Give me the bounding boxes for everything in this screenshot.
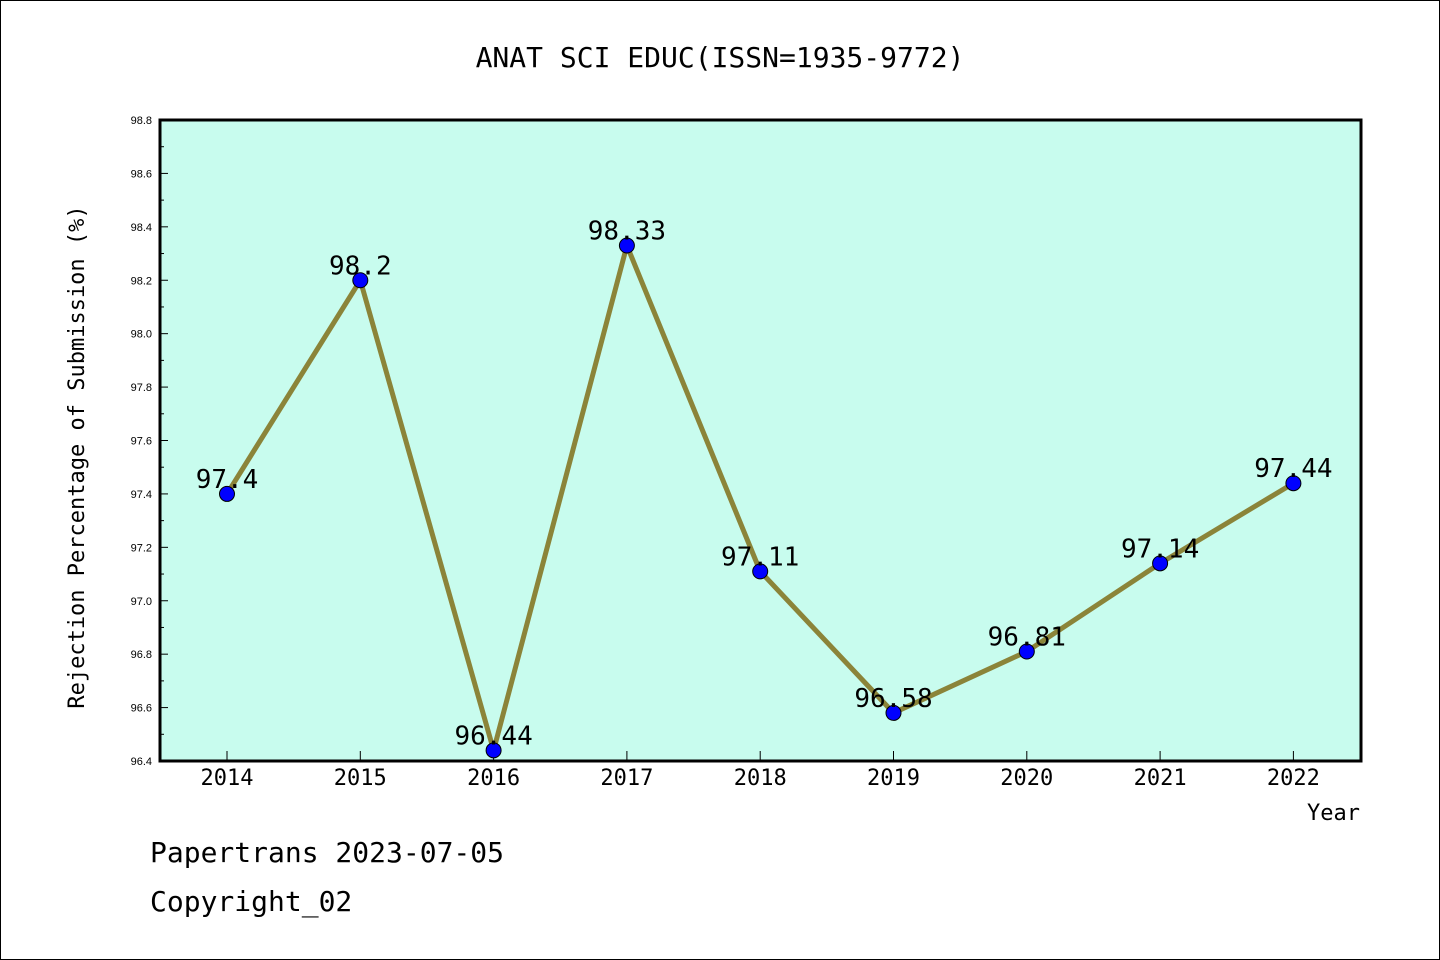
y-axis-label: Rejection Percentage of Submission (%) [65,205,90,708]
plot-area [158,118,1363,763]
data-point [885,704,902,721]
data-label: 96.44 [454,721,532,751]
line-segment [757,568,896,716]
line-segment [224,277,363,497]
data-point [352,272,369,289]
x-tick-label: 2021 [1134,766,1187,791]
y-tick-label: 97.6 [131,436,152,448]
data-point [485,742,502,759]
y-tick-label: 96.4 [131,756,152,768]
x-tick-label: 2015 [334,766,387,791]
data-label: 98.2 [329,251,392,281]
data-label: 97.44 [1254,454,1332,484]
x-tick-label: 2016 [467,766,520,791]
chart-title: ANAT SCI EDUC(ISSN=1935-9772) [476,41,965,74]
y-tick-label: 98.8 [131,115,152,127]
line-segment [1024,560,1163,654]
data-point [1018,643,1035,660]
y-tick-label: 96.6 [131,703,152,715]
series-markers [219,237,1302,759]
data-label: 97.4 [196,465,259,495]
x-tick-label: 2018 [734,766,787,791]
data-point [219,485,235,502]
data-label: 98.33 [588,217,666,247]
y-tick-label: 97.2 [131,542,152,554]
y-tick-label: 96.8 [131,649,152,661]
line-segment [891,648,1030,716]
x-tick-label: 2022 [1267,766,1320,791]
data-point [1152,555,1169,572]
y-tick-label: 98.6 [131,168,152,180]
y-tick-label: 98.2 [131,275,152,287]
x-axis: 2014 2015 2016 2017 2018 2019 2020 2021 2022 [201,751,1320,791]
line-segment [1157,480,1296,566]
line-segment [491,243,630,753]
line-segment [357,277,497,753]
x-tick-label: 2019 [867,766,920,791]
y-tick-label: 98.0 [131,329,152,341]
line-segment [624,243,763,574]
data-label: 97.11 [721,542,799,572]
data-point [752,563,769,580]
footer-date: Papertrans 2023-07-05 [150,836,505,869]
x-tick-label: 2020 [1000,766,1053,791]
x-tick-label: 2014 [201,766,254,791]
data-label: 97.14 [1121,534,1199,564]
data-point [618,237,635,254]
data-point [1285,475,1302,492]
data-label: 96.81 [988,622,1066,652]
x-axis-label: Year [1307,801,1360,826]
series-line [224,243,1296,753]
y-tick-label: 97.0 [131,596,152,608]
y-tick-label: 98.4 [131,222,152,234]
footer-copyright: Copyright_02 [150,885,353,918]
data-labels: 97.4 98.2 96.44 98.33 97.11 96.58 96.81 97.14 97… [196,217,1333,752]
y-tick-label: 97.8 [131,382,152,394]
x-tick-label: 2017 [600,766,653,791]
y-axis: 96.4 96.6 96.8 97.0 97.2 97.4 97.6 97.8 98.0 98.2… [131,115,168,768]
y-tick-label: 97.4 [131,489,152,501]
data-label: 96.58 [854,684,932,714]
